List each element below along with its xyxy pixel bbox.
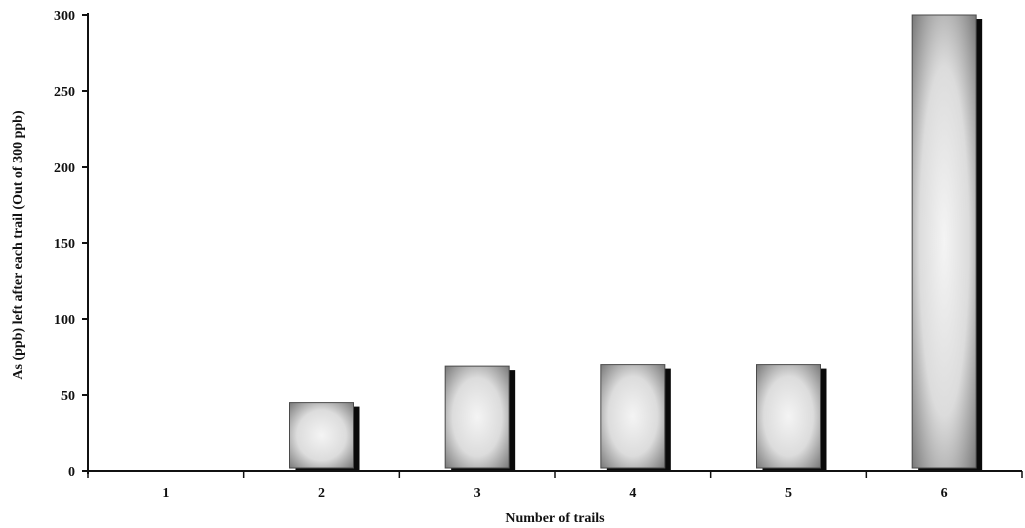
x-ticks: 1 2 3 4 5 6 [87, 471, 1023, 501]
y-tick-label: 100 [54, 313, 75, 328]
bar-2 [289, 402, 354, 469]
bar-5 [756, 364, 821, 469]
bar-3 [444, 365, 510, 469]
x-tick-label: 4 [629, 486, 636, 501]
y-tick-label: 50 [61, 389, 75, 404]
y-tick-label: 0 [68, 465, 75, 480]
x-axis-title: Number of trails [505, 511, 605, 526]
x-tick-label: 1 [162, 486, 169, 501]
bars-layer [289, 14, 983, 471]
y-tick-label: 300 [54, 9, 75, 24]
y-ticks: 0 50 100 150 200 250 300 [54, 9, 88, 480]
y-tick-label: 150 [54, 237, 75, 252]
y-tick-label: 250 [54, 85, 75, 100]
x-tick-label: 2 [318, 486, 325, 501]
bar-6 [911, 14, 977, 469]
y-tick-label: 200 [54, 161, 75, 176]
y-axis-title: As (ppb) left after each trail (Out of 3… [11, 110, 26, 380]
bar-4 [600, 364, 666, 469]
x-tick-label: 6 [941, 486, 948, 501]
x-tick-label: 5 [785, 486, 792, 501]
x-tick-label: 3 [474, 486, 481, 501]
axes-layer [87, 13, 1022, 474]
